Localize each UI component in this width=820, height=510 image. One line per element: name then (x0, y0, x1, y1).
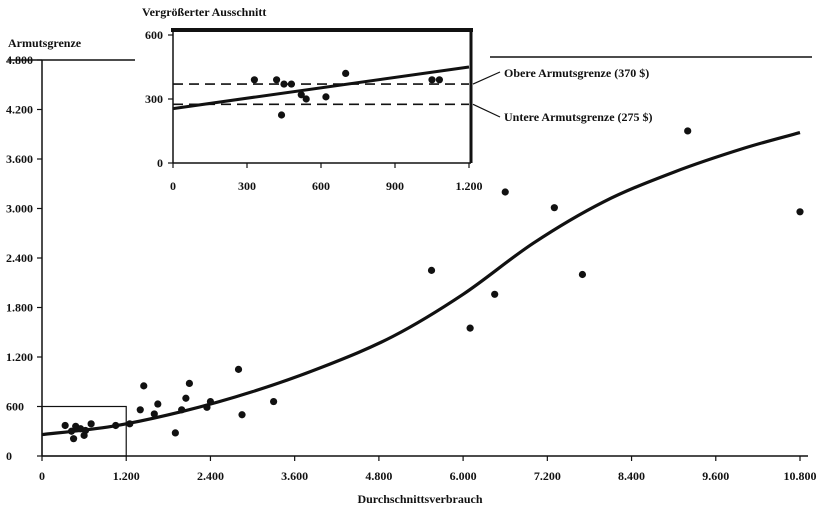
x-tick-label: 6.000 (450, 469, 477, 483)
inset-x-tick-label: 1.200 (456, 179, 483, 193)
data-point (140, 382, 148, 390)
upper-poverty-label: Obere Armutsgrenze (370 $) (504, 66, 649, 80)
data-point (87, 420, 95, 428)
data-point (150, 410, 158, 418)
x-tick-label: 1.200 (113, 469, 140, 483)
inset-x-tick-label: 600 (312, 179, 330, 193)
data-point (61, 421, 69, 430)
fit-curve (41, 131, 801, 437)
inset-data-point (277, 111, 286, 119)
data-point (501, 188, 509, 196)
zoom-region-box (41, 405, 127, 457)
inset-background (135, 22, 473, 195)
data-point (182, 394, 190, 402)
data-point (126, 420, 134, 428)
lower-label-leader (472, 103, 501, 118)
inset-x-tick-label: 0 (170, 179, 176, 193)
data-point (81, 426, 90, 435)
y-tick-label: 1.200 (6, 350, 33, 364)
inset-data-point (428, 76, 436, 84)
inset-data-point (280, 80, 288, 88)
inset-data-point (297, 91, 305, 99)
inset-x-tick-label: 300 (238, 179, 256, 193)
data-point (69, 435, 78, 443)
inset-data-points (250, 69, 443, 119)
inset-data-point (287, 80, 295, 88)
x-tick-label: 4.800 (365, 469, 392, 483)
inset-y-tick-label: 600 (145, 28, 163, 42)
inset-y-tick-label: 300 (145, 92, 163, 106)
data-point (427, 266, 436, 274)
data-point (550, 204, 558, 212)
inset-y-ticks: 0 300 600 (145, 28, 173, 170)
y-tick-label: 1.800 (6, 301, 33, 315)
y-tick-label: 3.000 (6, 202, 33, 216)
data-point (67, 427, 76, 435)
inset-x-ticks: 0 300 600 900 1.200 (170, 163, 483, 193)
lower-poverty-label: Untere Armutsgrenze (275 $) (504, 110, 653, 124)
upper-label-leader (472, 71, 501, 85)
data-point (684, 127, 692, 135)
data-point (185, 379, 193, 387)
inset-y-tick-label: 0 (157, 156, 163, 170)
inset-data-point (342, 69, 350, 77)
y-tick-label: 4.200 (6, 103, 33, 117)
y-tick-label: 3.600 (6, 152, 33, 166)
data-point (270, 397, 278, 406)
main-x-ticks: 0 1.200 2.400 3.600 4.800 6.000 7.200 8.400 9.60… (39, 456, 817, 483)
data-point (112, 421, 120, 430)
data-point (491, 290, 499, 298)
y-tick-label: 2.400 (6, 251, 33, 265)
data-point (203, 403, 211, 411)
data-point (136, 406, 144, 414)
x-tick-label: 0 (39, 469, 45, 483)
main-chart: 0 1.200 2.400 3.600 4.800 6.000 7.200 8.400 9.60… (6, 36, 817, 506)
inset-data-point (273, 76, 281, 84)
main-data-points (61, 127, 804, 443)
x-tick-label: 3.600 (281, 469, 308, 483)
x-tick-label: 2.400 (197, 469, 224, 483)
x-tick-label: 10.800 (784, 469, 817, 483)
data-point (466, 324, 474, 332)
y-tick-label: 0 (6, 449, 12, 463)
inset-fit-line (172, 65, 470, 111)
inset-chart: 0 300 600 900 1.200 0 300 600 Vergrößerter Aus… (135, 5, 653, 195)
inset-data-point (435, 76, 443, 84)
data-point (178, 406, 186, 414)
data-point (171, 429, 179, 437)
data-point (578, 270, 587, 279)
x-axis-title: Durchschnittsverbrauch (357, 492, 482, 506)
data-point (238, 411, 246, 419)
y-axis-title: Armutsgrenze (8, 36, 82, 50)
y-tick-label: 4.800 (6, 53, 33, 67)
main-y-ticks: 0 600 1.200 1.800 2.400 3.000 3.600 4.200 4.800 (6, 53, 42, 463)
x-tick-label: 9.600 (702, 469, 729, 483)
y-tick-label: 600 (6, 400, 24, 414)
inset-title: Vergrößerter Ausschnitt (142, 5, 266, 19)
inset-x-tick-label: 900 (386, 179, 404, 193)
data-point (234, 365, 243, 373)
inset-data-point (250, 76, 258, 84)
x-tick-label: 7.200 (534, 469, 561, 483)
inset-data-point (322, 93, 330, 101)
data-point (206, 397, 215, 406)
inset-data-point (302, 95, 310, 103)
data-point (796, 208, 804, 216)
data-point (154, 400, 162, 408)
x-tick-label: 8.400 (618, 469, 645, 483)
